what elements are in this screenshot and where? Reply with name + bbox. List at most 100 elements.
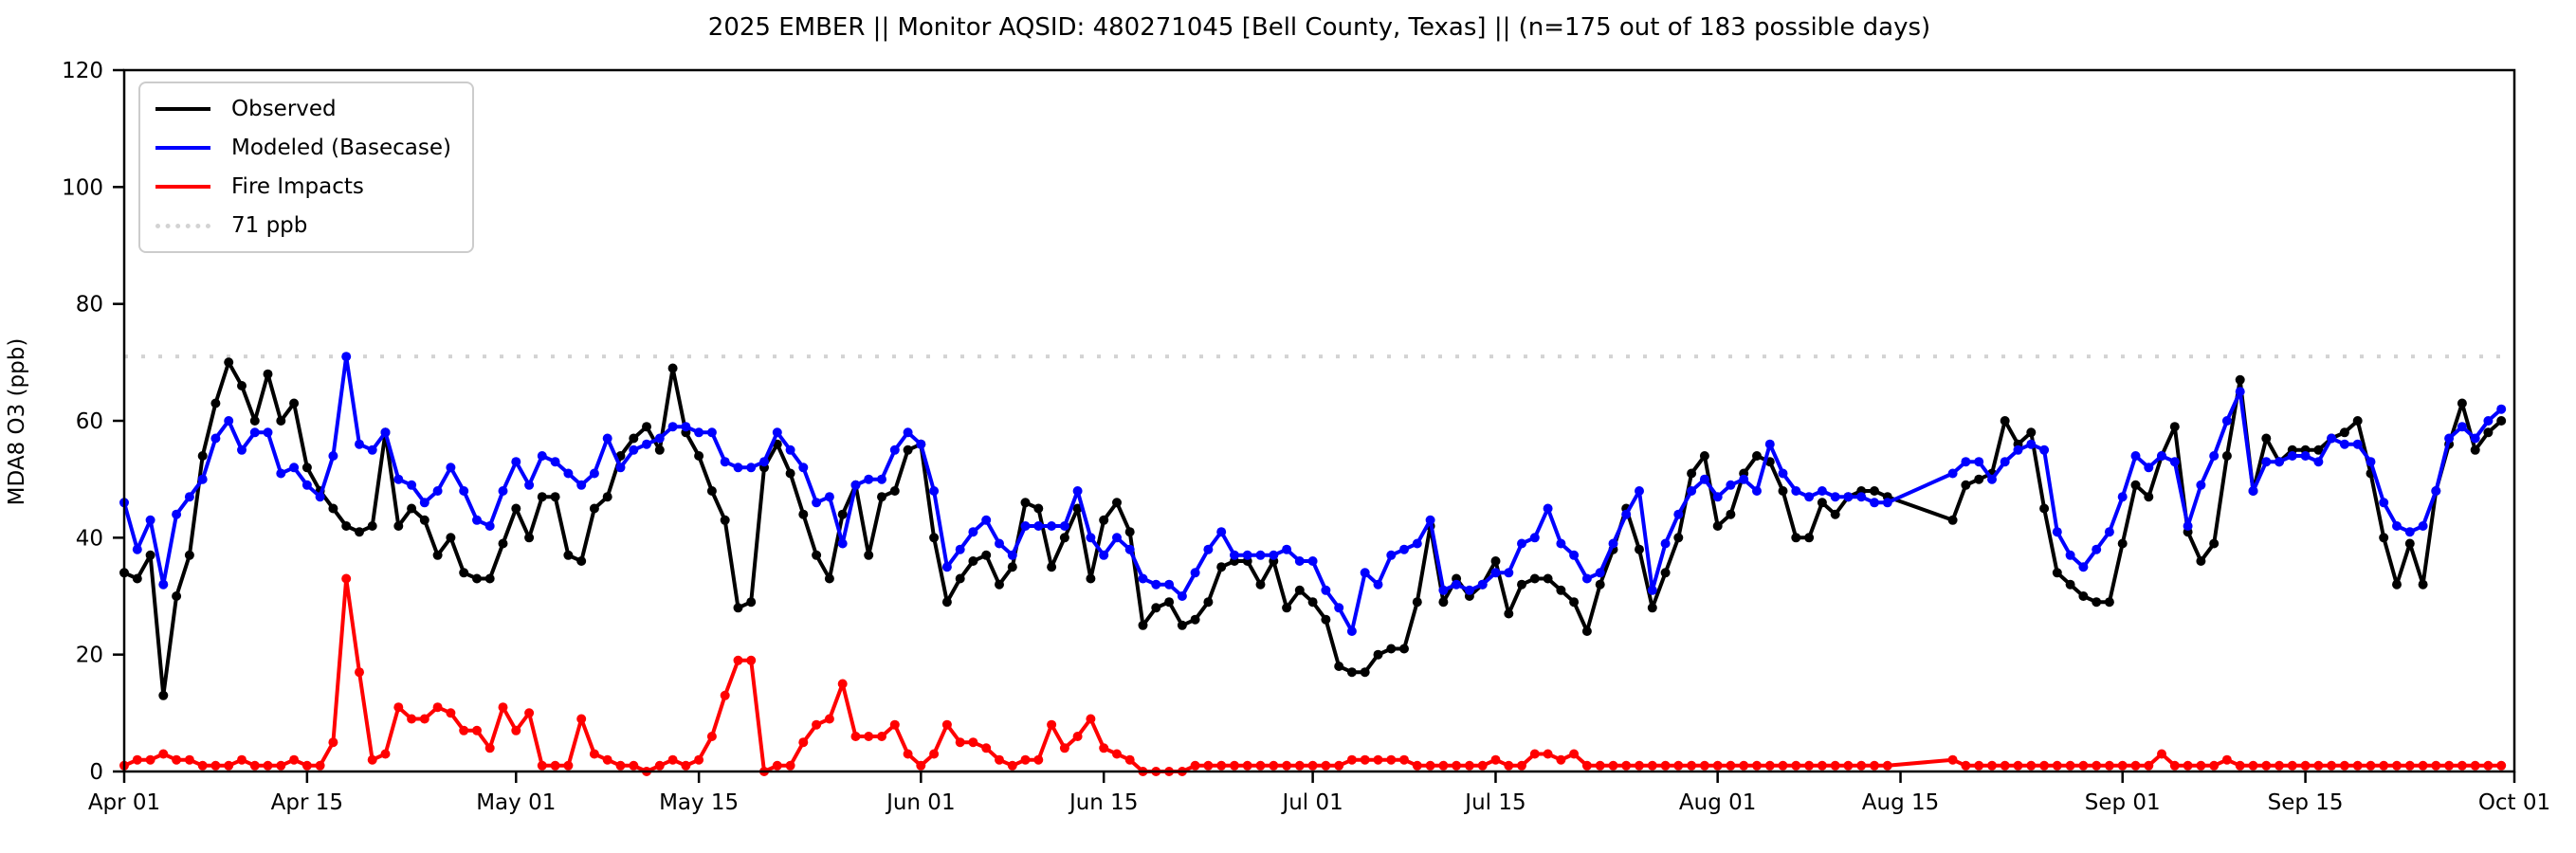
modeled-point — [1804, 492, 1815, 502]
modeled-point — [1529, 533, 1540, 543]
modeled-point — [2300, 451, 2311, 461]
fire-impacts-point — [694, 754, 704, 765]
observed-point — [224, 357, 234, 368]
observed-point — [1203, 597, 1214, 608]
observed-point — [484, 573, 495, 584]
observed-point — [941, 597, 952, 608]
observed-point — [1699, 451, 1709, 461]
fire-impacts-line-sample — [155, 185, 210, 189]
observed-point — [301, 463, 312, 473]
threshold-line-sample — [155, 223, 210, 228]
observed-point — [1164, 597, 1175, 608]
fire-impacts-point — [654, 760, 665, 771]
fire-impacts-point — [667, 754, 678, 765]
fire-impacts-point — [2483, 760, 2494, 771]
modeled-point — [1282, 544, 1292, 554]
modeled-point — [2483, 416, 2494, 426]
observed-point — [706, 486, 717, 496]
fire-impacts-point — [2092, 760, 2102, 771]
modeled-point — [1412, 538, 1422, 549]
legend-label-fire-impacts: Fire Impacts — [231, 174, 364, 199]
modeled-point — [158, 579, 169, 590]
fire-impacts-point — [602, 754, 612, 765]
observed-point — [1399, 644, 1409, 654]
modeled-point — [929, 486, 940, 496]
modeled-point — [1974, 457, 1984, 467]
modeled-point — [1373, 579, 1383, 590]
observed-point — [1687, 468, 1697, 479]
modeled-point — [1307, 556, 1318, 566]
observed-point — [2078, 591, 2089, 601]
observed-point — [1438, 597, 1449, 608]
fire-impacts-point — [2287, 760, 2297, 771]
modeled-point — [1817, 486, 1827, 496]
legend-item-modeled: Modeled (Basecase) — [155, 134, 451, 162]
fire-impacts-point — [459, 725, 469, 735]
observed-point — [524, 533, 535, 543]
observed-point — [276, 416, 286, 426]
modeled-point — [2078, 562, 2089, 572]
modeled-point — [1504, 568, 1514, 578]
y-tick-label: 80 — [76, 293, 103, 318]
observed-point — [132, 573, 142, 584]
fire-impacts-point — [393, 702, 404, 713]
fire-impacts-point — [1791, 760, 1801, 771]
fire-impacts-point — [1581, 760, 1592, 771]
fire-impacts-point — [1072, 732, 1083, 741]
observed-point — [667, 363, 678, 373]
fire-impacts-point — [1282, 760, 1292, 771]
modeled-point — [2457, 422, 2467, 432]
fire-impacts-point — [1047, 719, 1057, 730]
observed-point — [1791, 533, 1801, 543]
modeled-point — [1843, 492, 1854, 502]
observed-point — [367, 521, 377, 531]
fire-impacts-point — [824, 714, 834, 724]
modeled-point — [706, 427, 717, 438]
fire-impacts-point — [1569, 749, 1580, 759]
fire-impacts-point — [1739, 760, 1749, 771]
modeled-point — [407, 480, 417, 490]
observed-point — [1059, 533, 1069, 543]
observed-point — [2104, 597, 2114, 608]
modeled-point — [1647, 585, 1657, 595]
legend-label-threshold: 71 ppb — [231, 213, 308, 238]
observed-point — [1047, 562, 1057, 572]
modeled-point — [172, 509, 182, 519]
observed-point — [2039, 503, 2050, 514]
modeled-point — [2065, 550, 2075, 560]
modeled-point — [2275, 457, 2284, 467]
observed-point — [407, 503, 417, 514]
fire-impacts-point — [380, 749, 391, 759]
observed-point — [837, 509, 848, 519]
modeled-point — [301, 480, 312, 490]
observed-point — [824, 573, 834, 584]
modeled-point — [1230, 550, 1239, 560]
modeled-point — [2196, 480, 2206, 490]
observed-point — [1529, 573, 1540, 584]
modeled-point — [1687, 486, 1697, 496]
fire-impacts-point — [1124, 754, 1135, 765]
observed-point — [2418, 579, 2428, 590]
modeled-point — [537, 451, 547, 461]
fire-impacts-point — [355, 667, 364, 678]
modeled-point — [132, 544, 142, 554]
observed-point — [1412, 597, 1422, 608]
observed-point — [1112, 498, 1122, 508]
fire-impacts-point — [2209, 760, 2220, 771]
legend-label-modeled: Modeled (Basecase) — [231, 136, 451, 160]
modeled-point — [720, 457, 730, 467]
fire-impacts-point — [2248, 760, 2258, 771]
observed-point — [1726, 509, 1736, 519]
modeled-point — [1726, 480, 1736, 490]
fire-impacts-point — [2457, 760, 2467, 771]
fire-impacts-point — [864, 732, 874, 741]
fire-impacts-point — [995, 754, 1004, 765]
observed-point — [419, 515, 429, 525]
fire-impacts-point — [472, 725, 482, 735]
fire-impacts-point — [1712, 760, 1723, 771]
observed-point — [2235, 374, 2245, 385]
modeled-point — [263, 427, 273, 438]
modeled-point — [2418, 521, 2428, 531]
observed-point — [2092, 597, 2102, 608]
